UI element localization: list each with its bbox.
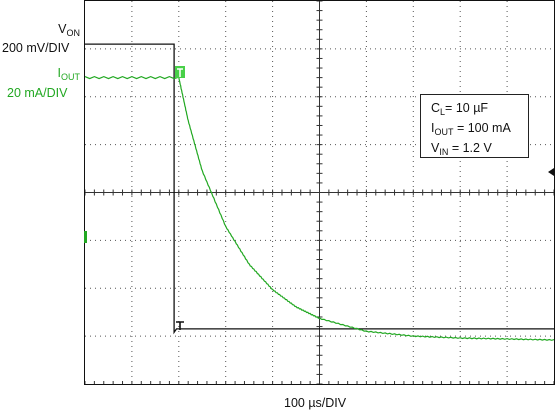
legend-vin: VIN = 1.2 V [431, 141, 492, 157]
time-scale-label: 100 µs/DIV [284, 396, 347, 410]
trigger-level-arrow [548, 168, 554, 176]
trace-i-out [84, 75, 555, 341]
trace-v-on [85, 43, 554, 335]
iout-scale-label: 20 mA/DIV [7, 86, 68, 100]
conditions-legend: CL= 10 µF IOUT = 100 mA VIN = 1.2 V [420, 94, 529, 158]
von-ground-marker [176, 321, 184, 330]
iout-channel-label: IOUT [57, 66, 80, 82]
legend-cl: CL= 10 µF [431, 101, 489, 117]
grid [84, 0, 555, 385]
von-channel-label: VON [58, 22, 80, 38]
von-scale-label: 200 mV/DIV [2, 41, 70, 55]
iout-trigger-marker-glyph [177, 68, 183, 77]
legend-iout: IOUT = 100 mA [431, 121, 511, 137]
plot-frame [84, 0, 555, 385]
iout-ground-marker [84, 231, 87, 243]
traces [84, 43, 555, 341]
